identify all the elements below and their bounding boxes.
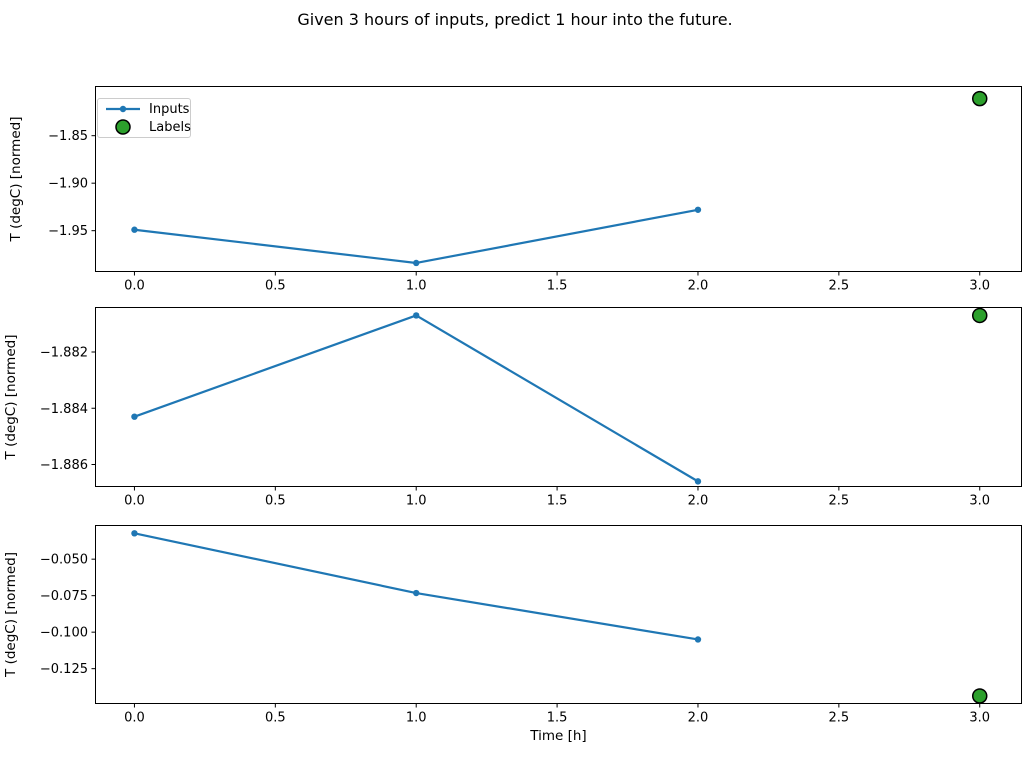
subplot-2-y-tick-label: −1.884	[40, 402, 88, 417]
subplot-2-inputs-line	[134, 314, 699, 483]
subplot-3-inputs-point	[131, 530, 138, 537]
subplot-1-y-axis-label: T (degC) [normed]	[8, 117, 24, 243]
subplot-3-y-tick-label: −0.075	[40, 589, 88, 604]
subplot-3-y-tick-label: −0.050	[40, 553, 88, 568]
subplot-2-y-tick-label: −1.882	[40, 346, 88, 361]
inputs-line-icon	[104, 103, 142, 115]
legend: Inputs Labels	[97, 98, 191, 138]
subplot-3-x-tick-label: 0.5	[265, 711, 286, 726]
subplot-2-inputs-point	[131, 413, 138, 420]
subplot-1-x-tick-label: 1.0	[406, 279, 427, 294]
subplot-1-x-tick-label: 1.5	[547, 279, 568, 294]
legend-label-inputs: Inputs	[149, 101, 190, 117]
subplot-1-inputs-point	[131, 226, 138, 233]
legend-item-labels: Labels	[98, 118, 191, 136]
subplot-3-inputs-point	[694, 636, 702, 643]
subplot-2-x-tick-label: 2.0	[688, 494, 709, 509]
subplot-2-inputs-point	[413, 312, 420, 319]
labels-circle-icon	[104, 118, 142, 136]
subplot-2-x-tick-label: 0.5	[265, 494, 286, 509]
legend-item-inputs: Inputs	[98, 100, 190, 118]
subplot-3-x-tick-label: 1.0	[406, 711, 427, 726]
subplot-1-inputs-line	[134, 208, 699, 265]
subplot-1-x-tick-label: 2.5	[829, 279, 850, 294]
subplot-2-y-axis-label: T (degC) [normed]	[3, 335, 19, 461]
subplot-1-x-tick-label: 2.0	[688, 279, 709, 294]
subplot-2-x-tick-label: 0.0	[124, 494, 145, 509]
subplot-1-y-tick-label: −1.95	[48, 224, 88, 239]
subplot-2-x-tick-label: 2.5	[829, 494, 850, 509]
subplot-2-x-tick-label: 3.0	[969, 494, 990, 509]
subplot-1-spines	[95, 86, 1022, 272]
subplot-1-y-tick-label: −1.85	[48, 129, 88, 144]
subplot-2-labels-point	[971, 307, 988, 324]
legend-label-labels: Labels	[149, 119, 191, 135]
subplot-3-y-axis-label: T (degC) [normed]	[3, 552, 19, 678]
subplot-3-labels-point	[971, 688, 988, 704]
subplot-2-spines	[95, 307, 1022, 487]
subplot-3-x-tick-label: 2.5	[829, 711, 850, 726]
subplot-3-inputs-point	[413, 589, 420, 597]
subplot-2-inputs-point	[694, 478, 702, 485]
subplot-1-inputs-point	[694, 206, 702, 213]
subplot-1-x-tick-label: 3.0	[969, 279, 990, 294]
figure-title: Given 3 hours of inputs, predict 1 hour …	[297, 10, 733, 29]
subplot-3-x-tick-label: 2.0	[688, 711, 709, 726]
subplot-3-x-tick-label: 0.0	[124, 711, 145, 726]
subplot-3-inputs-line	[134, 532, 699, 641]
subplot-1-labels-point	[971, 90, 988, 107]
subplot-1-y-tick-label: −1.90	[48, 177, 88, 192]
subplot-1-inputs-point	[413, 259, 420, 267]
subplot-2-x-tick-label: 1.5	[547, 494, 568, 509]
subplot-2-y-tick-label: −1.886	[40, 458, 88, 473]
x-axis-label: Time [h]	[530, 728, 587, 744]
subplot-3-y-tick-label: −0.125	[40, 662, 88, 677]
subplot-3-x-tick-label: 1.5	[547, 711, 568, 726]
subplot-1-x-tick-label: 0.5	[265, 279, 286, 294]
subplot-3-y-tick-label: −0.100	[40, 626, 88, 641]
subplot-3-spines	[95, 525, 1022, 704]
subplot-1-x-tick-label: 0.0	[124, 279, 145, 294]
subplot-3-x-tick-label: 3.0	[969, 711, 990, 726]
subplot-2-x-tick-label: 1.0	[406, 494, 427, 509]
